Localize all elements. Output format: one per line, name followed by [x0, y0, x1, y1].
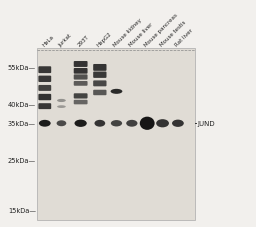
- Text: JUND: JUND: [197, 121, 215, 127]
- Text: 40kDa—: 40kDa—: [8, 101, 36, 107]
- Text: Mouse liver: Mouse liver: [128, 22, 154, 48]
- Text: Mouse testis: Mouse testis: [159, 20, 187, 48]
- Ellipse shape: [57, 121, 66, 127]
- Text: Jurkat: Jurkat: [58, 33, 73, 48]
- Text: Mouse pancreas: Mouse pancreas: [144, 12, 179, 48]
- Ellipse shape: [57, 99, 66, 103]
- Text: HepG2: HepG2: [96, 31, 113, 48]
- FancyBboxPatch shape: [74, 81, 88, 86]
- Text: HeLa: HeLa: [41, 34, 55, 48]
- Ellipse shape: [111, 121, 122, 127]
- Ellipse shape: [111, 89, 122, 94]
- Ellipse shape: [39, 120, 51, 127]
- FancyBboxPatch shape: [38, 67, 51, 74]
- Text: 35kDa—: 35kDa—: [8, 121, 36, 127]
- Text: Mouse kidney: Mouse kidney: [113, 17, 143, 48]
- Text: 15kDa—: 15kDa—: [8, 207, 36, 213]
- FancyBboxPatch shape: [38, 86, 51, 91]
- FancyBboxPatch shape: [74, 100, 88, 105]
- FancyBboxPatch shape: [74, 62, 88, 68]
- FancyBboxPatch shape: [93, 90, 106, 96]
- Ellipse shape: [140, 117, 155, 130]
- Ellipse shape: [172, 120, 184, 127]
- FancyBboxPatch shape: [93, 81, 106, 87]
- Bar: [37, 49, 195, 220]
- Text: Rat liver: Rat liver: [174, 28, 194, 48]
- FancyBboxPatch shape: [74, 69, 88, 74]
- Ellipse shape: [126, 120, 137, 127]
- FancyBboxPatch shape: [38, 76, 51, 83]
- FancyBboxPatch shape: [93, 72, 106, 79]
- FancyBboxPatch shape: [93, 65, 106, 72]
- FancyBboxPatch shape: [74, 75, 88, 80]
- FancyBboxPatch shape: [38, 104, 51, 110]
- Ellipse shape: [156, 120, 169, 128]
- Ellipse shape: [57, 106, 66, 109]
- FancyBboxPatch shape: [74, 94, 88, 99]
- Text: 55kDa—: 55kDa—: [8, 65, 36, 71]
- Ellipse shape: [74, 120, 87, 127]
- Text: 25kDa—: 25kDa—: [8, 157, 36, 163]
- Text: 293T: 293T: [77, 35, 90, 48]
- Ellipse shape: [94, 120, 105, 127]
- FancyBboxPatch shape: [38, 94, 51, 101]
